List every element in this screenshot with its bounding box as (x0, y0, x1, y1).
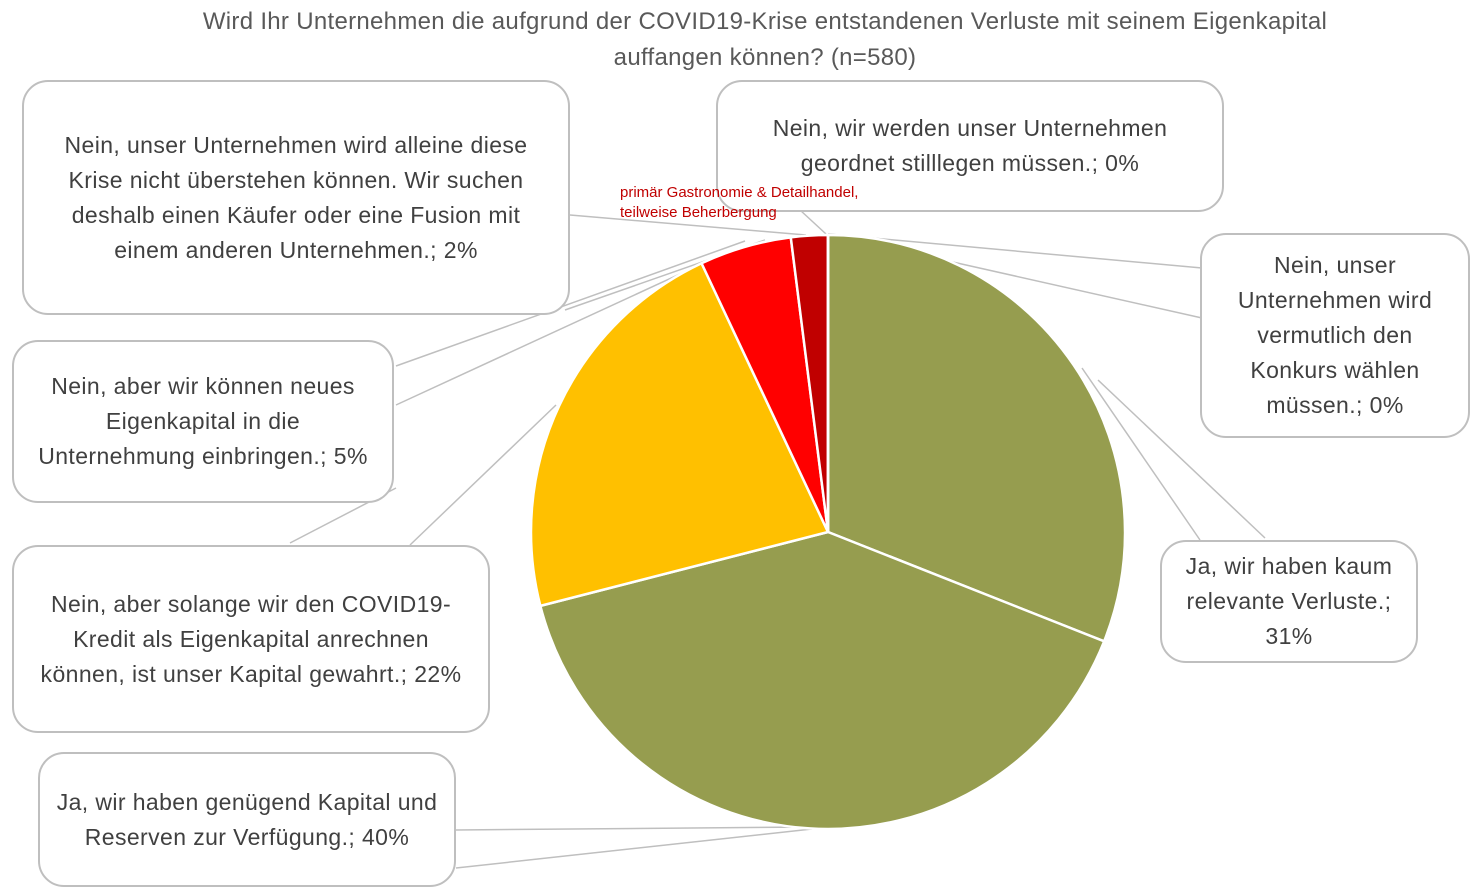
value-label: 0% (1369, 392, 1404, 418)
category-label: Ja, wir haben genügend Kapital und Reser… (56, 788, 438, 850)
data-label: Nein, unser Unternehmen wird alleine die… (22, 80, 570, 315)
leader-line (409, 404, 557, 546)
leader-line (827, 233, 1203, 269)
pie-slice (826, 233, 1127, 643)
data-label: Ja, wir haben genügend Kapital und Reser… (38, 752, 456, 887)
label-text: Ja, wir haben kaum relevante Verluste.; … (1176, 549, 1402, 654)
data-label: Nein, aber wir können neues Eigenkapital… (12, 340, 394, 503)
leader-line (569, 214, 807, 236)
data-label: Ja, wir haben kaum relevante Verluste.; … (1160, 540, 1418, 663)
pie (529, 233, 1127, 831)
leader-line (395, 240, 746, 367)
category-label: Nein, aber solange wir den COVID19-Kredi… (40, 590, 452, 687)
label-text: Nein, unser Unternehmen wird alleine die… (38, 128, 554, 268)
leader-line (455, 826, 813, 831)
leader-line (455, 828, 813, 869)
category-label: Ja, wir haben kaum relevante Verluste.; (1185, 553, 1393, 614)
category-label: Nein, unser Unternehmen wird alleine die… (64, 131, 528, 263)
leader-line (799, 209, 827, 235)
annotation: primär Gastronomie & Detailhandel, teilw… (620, 184, 859, 221)
label-text: Nein, wir werden unser Unternehmen geord… (732, 111, 1208, 181)
category-label: Nein, unser Unternehmen wird vermutlich … (1237, 252, 1433, 418)
leader-line (1081, 367, 1201, 541)
data-label: Nein, unser Unternehmen wird vermutlich … (1200, 233, 1470, 438)
label-text: Nein, aber solange wir den COVID19-Kredi… (28, 587, 474, 692)
data-label: Nein, aber solange wir den COVID19-Kredi… (12, 545, 490, 733)
category-label: Nein, aber wir können neues Eigenkapital… (38, 373, 355, 469)
value-label: 2% (443, 236, 478, 263)
leader-line (1097, 379, 1266, 539)
value-label: 5% (333, 443, 368, 469)
chart-title: Wird Ihr Unternehmen die aufgrund der CO… (202, 8, 1328, 71)
value-label: 0% (1105, 150, 1140, 176)
label-text: Nein, unser Unternehmen wird vermutlich … (1216, 248, 1454, 423)
label-text: Ja, wir haben genügend Kapital und Reser… (54, 785, 440, 855)
pie-slice (529, 262, 830, 608)
leader-line (395, 261, 707, 406)
label-text: Nein, aber wir können neues Eigenkapital… (28, 369, 378, 474)
value-label: 31% (1265, 623, 1313, 649)
category-label: Nein, wir werden unser Unternehmen geord… (772, 115, 1168, 176)
pie-slice (539, 530, 1106, 831)
data-label: Nein, wir werden unser Unternehmen geord… (716, 80, 1224, 212)
value-label: 22% (414, 660, 462, 687)
value-label: 40% (361, 823, 410, 850)
